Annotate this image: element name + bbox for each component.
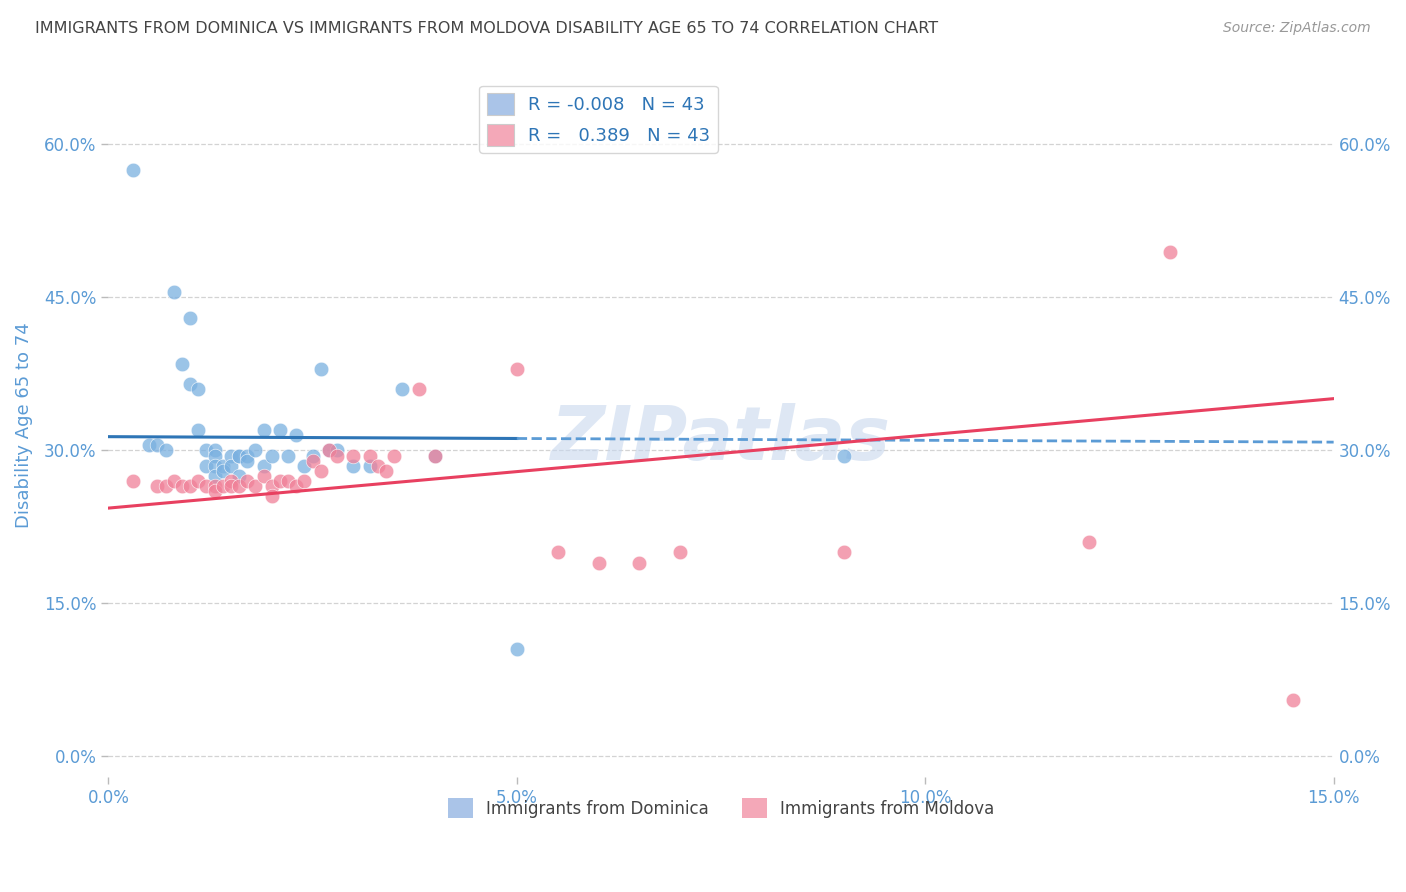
Point — [219, 474, 242, 488]
Point — [163, 285, 186, 300]
Point — [669, 545, 692, 559]
Point — [179, 377, 201, 392]
Point — [236, 449, 259, 463]
Point — [309, 361, 332, 376]
Point — [1159, 244, 1181, 259]
Point — [408, 382, 430, 396]
Point — [832, 545, 855, 559]
Point — [359, 458, 381, 473]
Point — [318, 443, 340, 458]
Point — [269, 474, 291, 488]
Point — [277, 449, 299, 463]
Point — [187, 382, 209, 396]
Point — [155, 479, 177, 493]
Point — [367, 458, 389, 473]
Point — [375, 464, 398, 478]
Point — [301, 453, 323, 467]
Point — [252, 423, 274, 437]
Point — [588, 556, 610, 570]
Text: IMMIGRANTS FROM DOMINICA VS IMMIGRANTS FROM MOLDOVA DISABILITY AGE 65 TO 74 CORR: IMMIGRANTS FROM DOMINICA VS IMMIGRANTS F… — [35, 21, 938, 36]
Point — [294, 458, 316, 473]
Point — [155, 443, 177, 458]
Point — [170, 357, 193, 371]
Point — [195, 458, 218, 473]
Point — [391, 382, 413, 396]
Point — [252, 469, 274, 483]
Point — [228, 469, 250, 483]
Point — [252, 458, 274, 473]
Point — [423, 449, 446, 463]
Point — [163, 474, 186, 488]
Point — [309, 464, 332, 478]
Point — [301, 449, 323, 463]
Text: Source: ZipAtlas.com: Source: ZipAtlas.com — [1223, 21, 1371, 35]
Point — [170, 479, 193, 493]
Point — [382, 449, 405, 463]
Point — [204, 449, 226, 463]
Point — [547, 545, 569, 559]
Legend: Immigrants from Dominica, Immigrants from Moldova: Immigrants from Dominica, Immigrants fro… — [441, 791, 1001, 825]
Point — [228, 449, 250, 463]
Point — [832, 449, 855, 463]
Point — [359, 449, 381, 463]
Point — [195, 443, 218, 458]
Point — [146, 479, 169, 493]
Point — [342, 449, 364, 463]
Point — [1077, 535, 1099, 549]
Point — [294, 474, 316, 488]
Point — [228, 479, 250, 493]
Point — [342, 458, 364, 473]
Point — [138, 438, 160, 452]
Point — [245, 443, 267, 458]
Point — [318, 443, 340, 458]
Point — [285, 479, 308, 493]
Point — [285, 428, 308, 442]
Point — [211, 479, 233, 493]
Point — [204, 479, 226, 493]
Point — [245, 479, 267, 493]
Point — [236, 474, 259, 488]
Point — [628, 556, 651, 570]
Point — [211, 458, 233, 473]
Text: ZIPatlas: ZIPatlas — [551, 402, 891, 475]
Point — [179, 310, 201, 325]
Point — [423, 449, 446, 463]
Point — [326, 449, 349, 463]
Point — [506, 642, 529, 657]
Point — [236, 453, 259, 467]
Point — [506, 361, 529, 376]
Point — [211, 464, 233, 478]
Point — [277, 474, 299, 488]
Point — [204, 458, 226, 473]
Point — [260, 489, 283, 503]
Point — [260, 479, 283, 493]
Point — [219, 479, 242, 493]
Point — [204, 443, 226, 458]
Point — [204, 469, 226, 483]
Point — [269, 423, 291, 437]
Point — [122, 162, 145, 177]
Y-axis label: Disability Age 65 to 74: Disability Age 65 to 74 — [15, 322, 32, 528]
Point — [187, 423, 209, 437]
Point — [1281, 693, 1303, 707]
Point — [260, 449, 283, 463]
Point — [122, 474, 145, 488]
Point — [219, 449, 242, 463]
Point — [228, 449, 250, 463]
Point — [204, 484, 226, 499]
Point — [179, 479, 201, 493]
Point — [187, 474, 209, 488]
Point — [219, 458, 242, 473]
Point — [195, 479, 218, 493]
Point — [326, 443, 349, 458]
Point — [146, 438, 169, 452]
